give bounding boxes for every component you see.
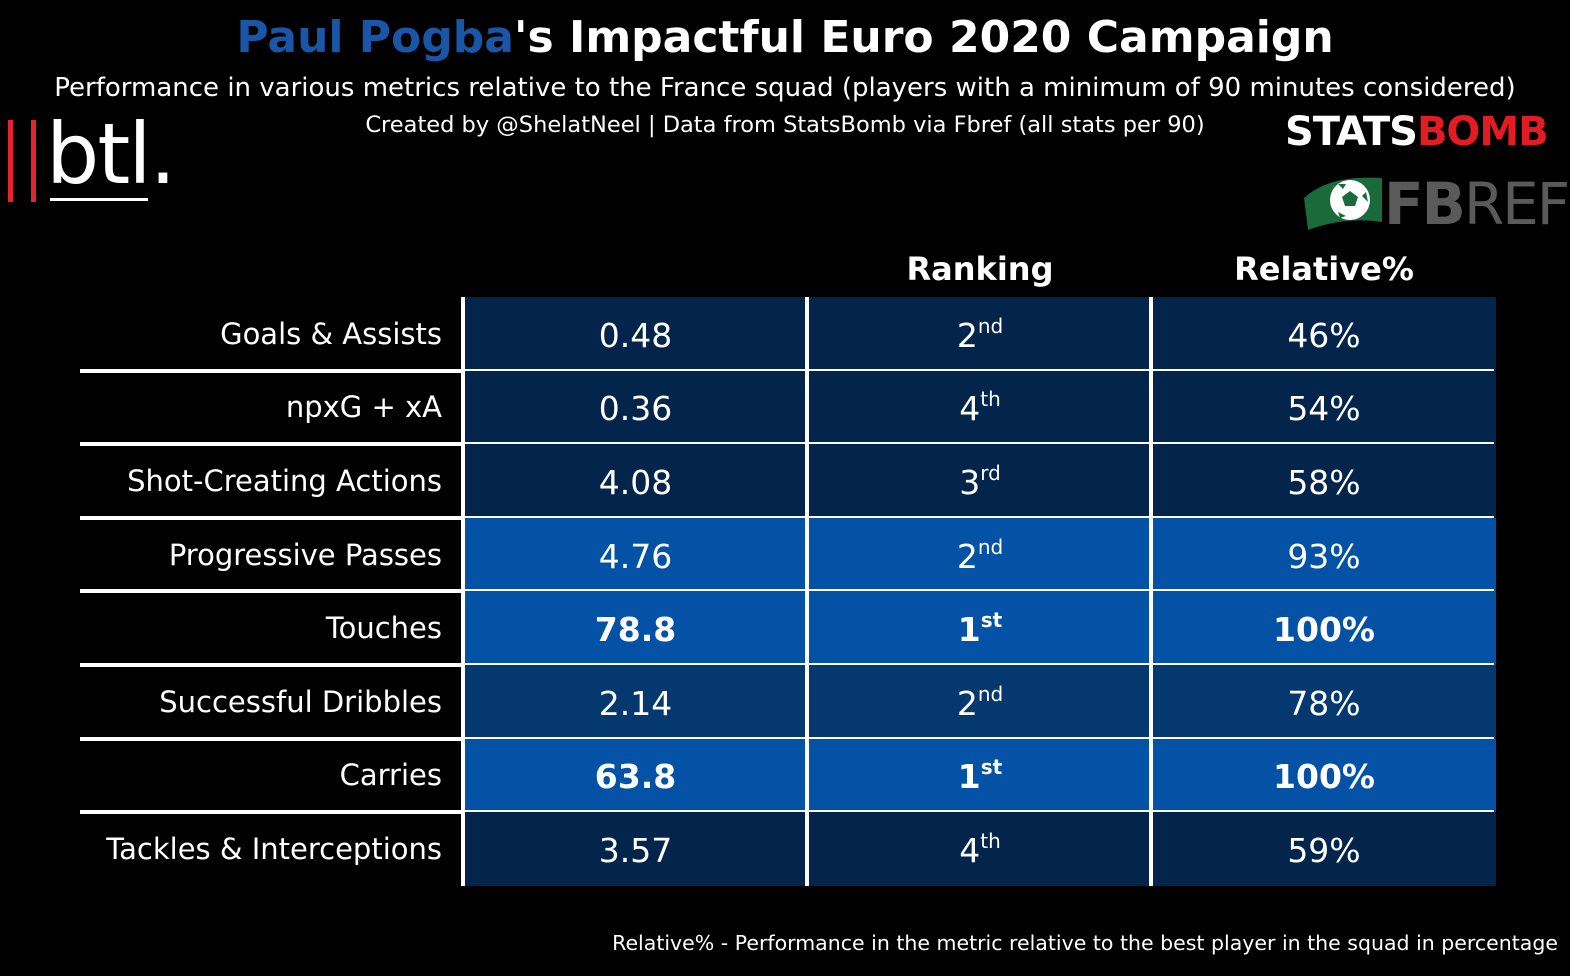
value-cell: 78.8 xyxy=(594,610,677,650)
title-player-name: Paul Pogba xyxy=(236,12,514,63)
ranking-suffix: st xyxy=(980,755,1003,780)
metric-label: Carries xyxy=(339,758,442,793)
relative-cell: 59% xyxy=(1287,831,1361,870)
table-cell-bg xyxy=(808,738,1152,813)
ranking-number: 3 xyxy=(959,463,981,502)
value-cell: 2.14 xyxy=(598,683,673,723)
table-cell-bg xyxy=(1152,517,1496,592)
ranking-cell: 1st xyxy=(808,757,1152,797)
ranking-number: 2 xyxy=(956,536,978,576)
ranking-suffix: nd xyxy=(977,313,1004,338)
ranking-number: 1 xyxy=(957,610,981,650)
column-header-relative: Relative% xyxy=(1234,250,1414,288)
metric-label: Shot-Creating Actions xyxy=(127,464,442,498)
btl-logo: btl. xyxy=(6,106,176,208)
ranking-cell: 1st xyxy=(808,610,1152,650)
table-cell-bg xyxy=(1152,370,1496,445)
ranking-number: 4 xyxy=(959,389,981,429)
ranking-cell: 2nd xyxy=(808,684,1152,724)
table-cell-bg xyxy=(808,297,1152,371)
fbref-logo: FBREF xyxy=(1302,172,1570,236)
ranking-cell: 2nd xyxy=(808,316,1152,356)
title-rest: 's Impactful Euro 2020 Campaign xyxy=(513,12,1334,63)
table-cell-bg xyxy=(1152,591,1496,665)
ranking-suffix: rd xyxy=(980,461,1001,485)
value-cell: 3.57 xyxy=(598,831,673,870)
metric-label: Touches xyxy=(325,611,442,646)
relative-cell: 93% xyxy=(1287,536,1361,576)
relative-cell: 78% xyxy=(1287,683,1361,723)
relative-cell: 100% xyxy=(1273,610,1375,650)
table-cell-bg xyxy=(808,444,1152,518)
ranking-number: 1 xyxy=(957,757,981,797)
table-cell-bg xyxy=(808,517,1152,592)
metric-label: Goals & Assists xyxy=(220,316,442,351)
fbref-logo-ref: REF xyxy=(1463,170,1570,238)
table-cell-bg xyxy=(463,297,808,371)
relative-cell: 54% xyxy=(1287,389,1361,429)
relative-cell: 100% xyxy=(1273,757,1375,797)
ranking-suffix: th xyxy=(980,829,1001,853)
table-cell-bg xyxy=(1152,665,1496,739)
chart-title: Paul Pogba's Impactful Euro 2020 Campaig… xyxy=(0,12,1570,64)
table-cell-bg xyxy=(463,370,808,445)
btl-logo-underline xyxy=(50,198,148,201)
ranking-cell: 2nd xyxy=(808,537,1152,577)
table-cell-bg xyxy=(808,370,1152,445)
table-cell-bg xyxy=(808,665,1152,739)
table-cell-bg xyxy=(1152,812,1496,886)
table-cell-bg xyxy=(808,812,1152,886)
table-cell-bg xyxy=(463,517,808,592)
relative-cell: 46% xyxy=(1287,315,1361,355)
ranking-suffix: nd xyxy=(977,534,1004,559)
column-separator xyxy=(461,297,465,886)
ranking-number: 2 xyxy=(956,683,978,723)
table-cell-bg xyxy=(463,591,808,665)
value-cell: 4.08 xyxy=(598,463,673,502)
table-cell-bg xyxy=(1152,444,1496,518)
table-cell-bg xyxy=(1152,738,1496,813)
metric-label: Successful Dribbles xyxy=(159,684,442,719)
ranking-number: 4 xyxy=(959,831,981,870)
btl-logo-bar-1 xyxy=(8,120,13,202)
table-cell-bg xyxy=(463,665,808,739)
metric-label: npxG + xA xyxy=(285,390,442,425)
metric-label: Progressive Passes xyxy=(168,537,442,572)
relative-cell: 58% xyxy=(1287,463,1361,502)
table-cell-bg xyxy=(808,591,1152,665)
metric-label: Tackles & Interceptions xyxy=(106,832,442,866)
btl-logo-bar-2 xyxy=(31,120,36,202)
value-cell: 4.76 xyxy=(598,536,673,576)
fbref-flag-icon xyxy=(1304,177,1382,230)
ranking-cell: 4th xyxy=(808,389,1152,429)
ranking-number: 2 xyxy=(956,315,978,355)
chart-subtitle: Performance in various metrics relative … xyxy=(54,73,1516,103)
table-cell-bg xyxy=(463,812,808,886)
table-cell-bg xyxy=(1152,297,1496,371)
btl-logo-text: btl. xyxy=(46,105,176,203)
value-cell: 0.48 xyxy=(598,315,673,355)
value-cell: 63.8 xyxy=(594,757,677,797)
ranking-cell: 4th xyxy=(808,831,1152,871)
ranking-cell: 3rd xyxy=(808,463,1152,503)
column-separator xyxy=(1149,297,1153,886)
statsbomb-logo-stats: STATS xyxy=(1285,109,1418,155)
fbref-logo-text: FBREF xyxy=(1384,170,1570,238)
column-separator xyxy=(805,297,809,886)
statsbomb-logo-bomb: BOMB xyxy=(1416,109,1549,155)
ranking-suffix: th xyxy=(980,387,1001,412)
statsbomb-logo: STATSBOMB xyxy=(1285,106,1565,158)
fbref-logo-fb: FB xyxy=(1384,170,1466,238)
chart-credit: Created by @ShelatNeel | Data from Stats… xyxy=(365,112,1205,138)
value-cell: 0.36 xyxy=(598,389,673,429)
column-header-ranking: Ranking xyxy=(906,250,1054,288)
table-cell-bg xyxy=(463,444,808,518)
footnote: Relative% - Performance in the metric re… xyxy=(612,931,1558,955)
table-cell-bg xyxy=(463,738,808,813)
ranking-suffix: st xyxy=(980,608,1003,633)
ranking-suffix: nd xyxy=(977,681,1004,706)
